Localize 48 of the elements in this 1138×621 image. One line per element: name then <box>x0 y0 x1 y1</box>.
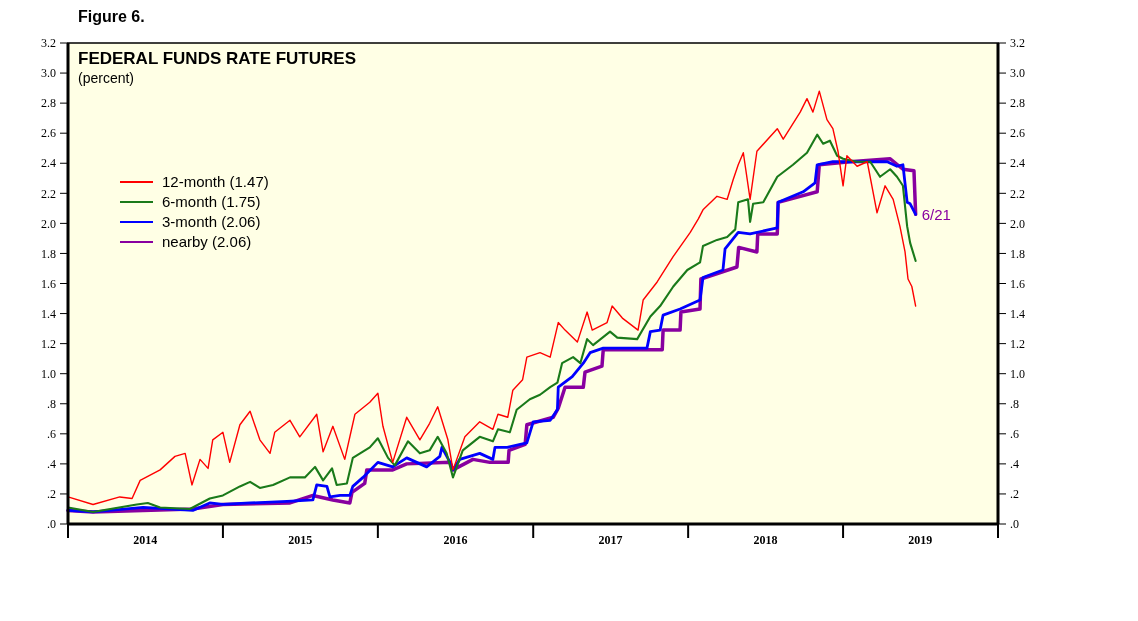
caption: Figure 6. <box>78 8 145 25</box>
y2-tick-label: 2.0 <box>1010 216 1025 231</box>
y2-tick-label: 1.0 <box>1010 366 1025 381</box>
y-tick-label: 2.6 <box>41 126 56 141</box>
y-tick-label: 2.0 <box>41 216 56 231</box>
y-tick-label: .0 <box>47 517 56 532</box>
y-tick-label: 1.8 <box>41 246 56 261</box>
y-tick-label: 1.0 <box>41 366 56 381</box>
y-tick-label: .6 <box>47 427 56 442</box>
y-tick-label: 1.6 <box>41 276 56 291</box>
y2-tick-label: 2.6 <box>1010 126 1025 141</box>
x-tick-label: 2016 <box>443 533 468 547</box>
chart-title: FEDERAL FUNDS RATE FUTURES <box>78 49 356 68</box>
x-tick-label: 2014 <box>133 533 158 547</box>
legend-label: nearby (2.06) <box>162 233 252 251</box>
x-tick-label: 2017 <box>598 533 623 547</box>
y-tick-label: 3.2 <box>41 36 56 51</box>
y2-tick-label: .8 <box>1010 396 1019 411</box>
y-tick-label: 2.2 <box>41 186 56 201</box>
y2-tick-label: 1.4 <box>1010 306 1025 321</box>
y2-tick-label: .0 <box>1010 517 1019 532</box>
y-tick-label: .2 <box>47 487 56 502</box>
y2-tick-label: 3.0 <box>1010 66 1025 81</box>
y-tick-label: 1.2 <box>41 336 56 351</box>
x-tick-label: 2018 <box>753 533 778 547</box>
y2-tick-label: 1.8 <box>1010 246 1025 261</box>
y-tick-label: 2.8 <box>41 96 56 111</box>
y2-tick-label: 2.8 <box>1010 96 1025 111</box>
y2-tick-label: .4 <box>1010 457 1019 472</box>
legend-label: 12-month (1.47) <box>162 173 269 191</box>
y-tick-label: 2.4 <box>41 156 56 171</box>
y-tick-label: 3.0 <box>41 66 56 81</box>
x-tick-label: 2015 <box>288 533 313 547</box>
legend-label: 6-month (1.75) <box>162 193 261 211</box>
y2-tick-label: 1.6 <box>1010 276 1025 291</box>
y2-tick-label: 3.2 <box>1010 36 1025 51</box>
y2-tick-label: 2.2 <box>1010 186 1025 201</box>
y2-tick-label: .6 <box>1010 427 1019 442</box>
annotation: 6/21 <box>921 205 951 223</box>
y-tick-label: .4 <box>47 457 56 472</box>
x-tick-label: 2019 <box>908 533 933 547</box>
y-tick-label: .8 <box>47 396 56 411</box>
text: (percent) <box>78 70 135 86</box>
y-tick-label: 1.4 <box>41 306 56 321</box>
y2-tick-label: 2.4 <box>1010 156 1025 171</box>
legend-label: 3-month (2.06) <box>162 213 261 231</box>
y2-tick-label: .2 <box>1010 487 1019 502</box>
y2-tick-label: 1.2 <box>1010 336 1025 351</box>
